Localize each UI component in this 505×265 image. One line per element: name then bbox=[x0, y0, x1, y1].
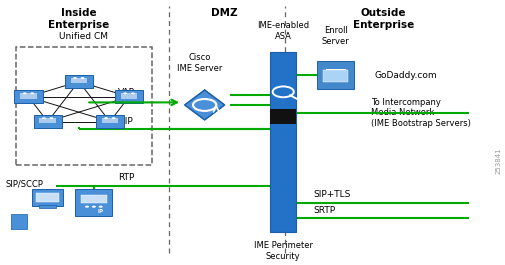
FancyBboxPatch shape bbox=[20, 94, 37, 99]
Circle shape bbox=[23, 92, 27, 94]
FancyBboxPatch shape bbox=[39, 118, 56, 123]
Text: Enroll
Server: Enroll Server bbox=[322, 26, 349, 46]
FancyBboxPatch shape bbox=[11, 214, 27, 229]
Text: Outside
Enterprise: Outside Enterprise bbox=[353, 8, 414, 30]
FancyBboxPatch shape bbox=[36, 193, 59, 202]
FancyBboxPatch shape bbox=[65, 75, 93, 88]
Text: SIP: SIP bbox=[120, 117, 133, 126]
Text: DMZ: DMZ bbox=[212, 8, 238, 19]
Circle shape bbox=[131, 92, 135, 94]
Circle shape bbox=[49, 117, 54, 119]
Circle shape bbox=[123, 92, 127, 94]
Circle shape bbox=[42, 117, 46, 119]
Text: 253841: 253841 bbox=[495, 147, 501, 174]
Circle shape bbox=[85, 206, 89, 208]
Circle shape bbox=[112, 117, 116, 119]
Text: SIP/SCCP: SIP/SCCP bbox=[6, 179, 43, 188]
FancyBboxPatch shape bbox=[270, 109, 296, 124]
Circle shape bbox=[104, 117, 108, 119]
FancyBboxPatch shape bbox=[121, 94, 137, 99]
FancyBboxPatch shape bbox=[96, 115, 124, 128]
Circle shape bbox=[73, 77, 77, 79]
FancyBboxPatch shape bbox=[115, 90, 143, 103]
FancyBboxPatch shape bbox=[317, 61, 354, 89]
Text: IP: IP bbox=[97, 209, 103, 214]
Polygon shape bbox=[185, 90, 225, 120]
FancyBboxPatch shape bbox=[81, 195, 107, 203]
Text: SIP+TLS: SIP+TLS bbox=[313, 191, 350, 200]
FancyBboxPatch shape bbox=[14, 90, 42, 103]
Text: To Intercompany
Media Network
(IME Bootstrap Servers): To Intercompany Media Network (IME Boots… bbox=[371, 98, 471, 127]
Circle shape bbox=[30, 92, 34, 94]
FancyBboxPatch shape bbox=[71, 78, 87, 83]
Text: GoDaddy.com: GoDaddy.com bbox=[374, 71, 437, 80]
FancyBboxPatch shape bbox=[39, 205, 56, 207]
Text: RTP: RTP bbox=[118, 173, 135, 182]
FancyBboxPatch shape bbox=[102, 118, 118, 123]
Circle shape bbox=[92, 206, 96, 208]
Text: Cisco
IME Server: Cisco IME Server bbox=[177, 53, 222, 73]
Text: VAP: VAP bbox=[118, 88, 135, 97]
FancyBboxPatch shape bbox=[33, 115, 62, 128]
FancyBboxPatch shape bbox=[323, 70, 348, 82]
FancyBboxPatch shape bbox=[32, 189, 63, 206]
Text: IME Perimeter
Security: IME Perimeter Security bbox=[254, 241, 313, 261]
Text: Unified CM: Unified CM bbox=[59, 32, 108, 41]
Circle shape bbox=[98, 206, 103, 208]
FancyBboxPatch shape bbox=[75, 189, 113, 217]
FancyBboxPatch shape bbox=[270, 52, 296, 232]
Text: IME-enabled
ASA: IME-enabled ASA bbox=[257, 21, 309, 41]
Text: SRTP: SRTP bbox=[313, 206, 335, 215]
Circle shape bbox=[81, 77, 84, 79]
Text: Inside
Enterprise: Inside Enterprise bbox=[48, 8, 110, 30]
